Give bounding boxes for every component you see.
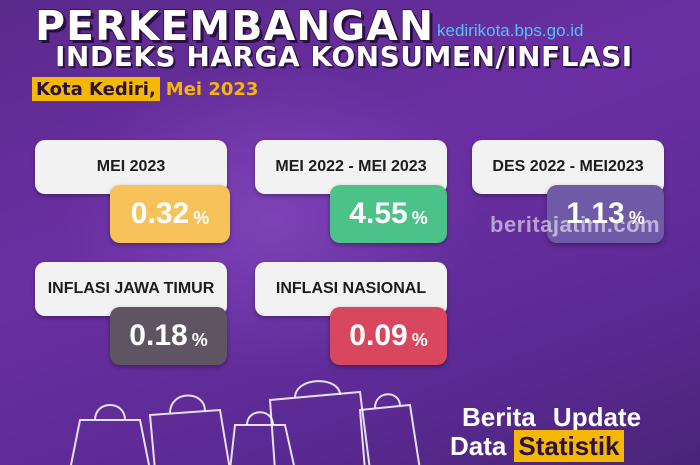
promo-line-1: Berita Update bbox=[462, 402, 642, 432]
percent-unit: % bbox=[411, 207, 428, 228]
card-value-box: 0.09 % bbox=[330, 307, 447, 365]
page-title: PERKEMBANGAN bbox=[34, 1, 435, 51]
city-label: Kota Kediri, bbox=[32, 77, 160, 101]
shopping-bags-illustration bbox=[70, 380, 421, 465]
percent-unit: % bbox=[411, 329, 428, 350]
card-value-box: 1.13 % bbox=[547, 185, 664, 243]
percent-unit: % bbox=[628, 207, 645, 228]
website-link[interactable]: kedirikota.bps.go.id bbox=[437, 21, 584, 40]
card-value-box: 0.32 % bbox=[110, 185, 230, 243]
card-value: 0.09 bbox=[349, 319, 408, 352]
card-value: 0.18 bbox=[129, 319, 188, 352]
location-period: Kota Kediri, Mei 2023 bbox=[32, 77, 258, 101]
card-value-box: 4.55 % bbox=[330, 185, 447, 243]
card-value: 1.13 bbox=[566, 197, 625, 230]
percent-unit: % bbox=[193, 207, 210, 228]
card-value-box: 0.18 % bbox=[110, 307, 227, 365]
page-subtitle: INDEKS HARGA KONSUMEN/INFLASI bbox=[54, 39, 633, 73]
percent-unit: % bbox=[191, 329, 208, 350]
promo-highlight: Statistik bbox=[514, 430, 624, 462]
period-label: Mei 2023 bbox=[165, 78, 259, 100]
card-value: 0.32 bbox=[130, 197, 190, 230]
watermark-text: beritajatim.com bbox=[490, 212, 661, 237]
card-value: 4.55 bbox=[349, 197, 408, 230]
promo-prefix: Data bbox=[450, 430, 507, 461]
promo-line-2: Data Statistik bbox=[450, 430, 624, 462]
